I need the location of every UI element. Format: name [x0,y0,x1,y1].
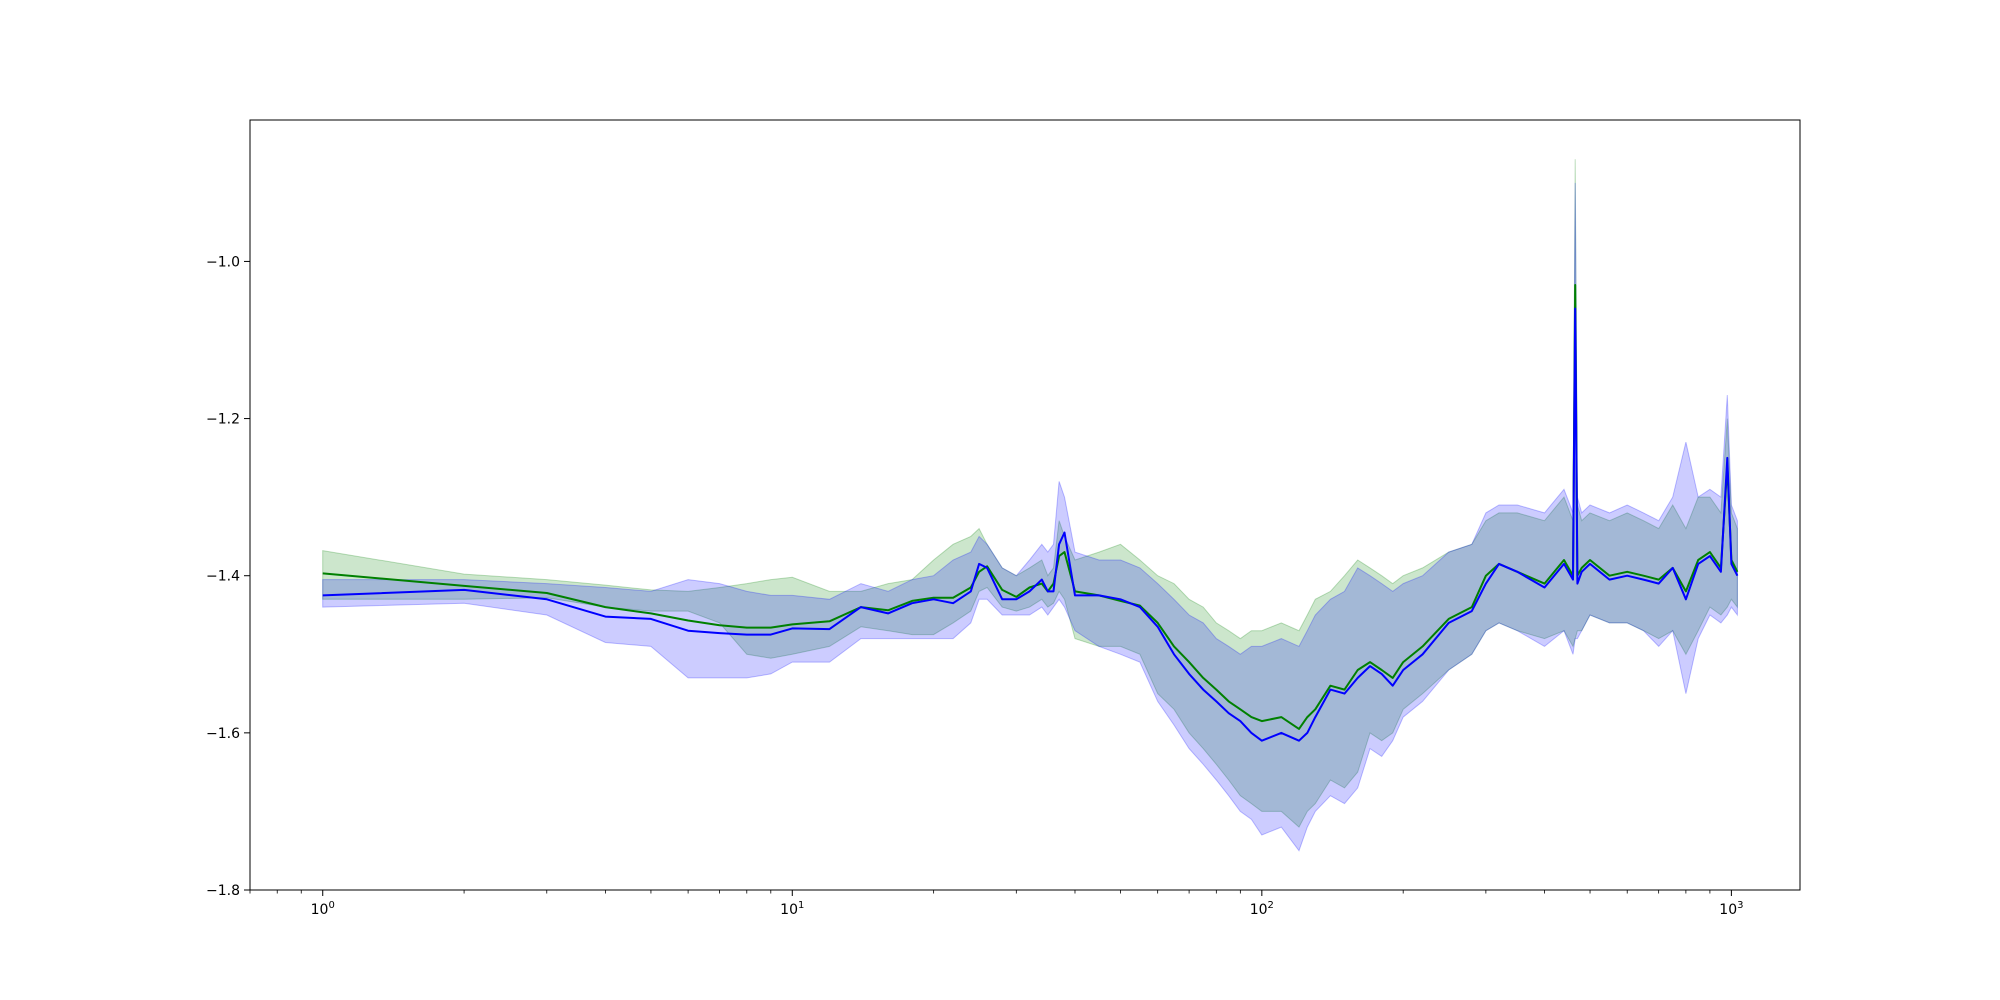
x-tick-label: 100 [311,900,335,918]
x-tick-label: 103 [1719,900,1743,918]
confidence-bands [322,159,1738,852]
series-lines [322,284,1739,742]
x-tick-label: 102 [1250,900,1274,918]
series-1-band [322,159,1738,828]
y-tick-label: −1.2 [206,412,240,428]
y-tick-label: −1.4 [206,569,240,585]
series-2-band [322,182,1738,852]
y-tick-label: −1.8 [206,883,240,899]
series-2-line [322,307,1739,742]
plot-area-frame [249,119,1801,891]
y-tick-label: −1.6 [206,726,240,742]
series-1-line [322,284,1739,730]
x-tick-label: 101 [780,900,804,918]
y-axis: −1.8 −1.6 −1.4 −1.2 −1.0 [206,254,250,899]
x-axis: 100 101 102 103 [249,890,1743,918]
y-tick-label: −1.0 [206,254,240,270]
